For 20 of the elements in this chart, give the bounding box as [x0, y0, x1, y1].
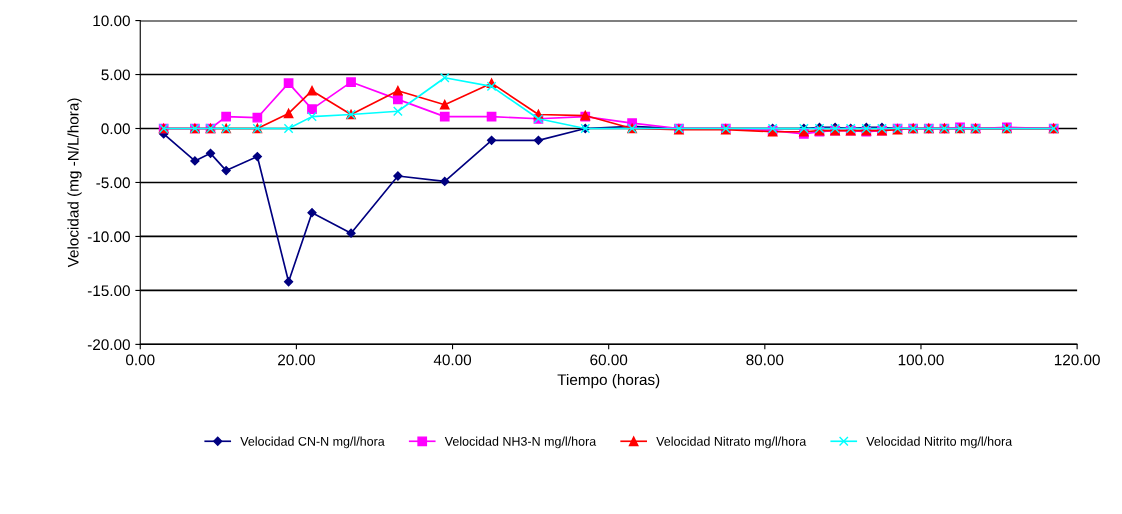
y-tick-label: 5.00 [101, 69, 130, 81]
y-tick-label: -20.00 [87, 339, 130, 351]
y-tick-label: 10.00 [93, 15, 130, 27]
x-tick-label: 0.00 [125, 354, 155, 366]
y-tick-label: -5.00 [96, 177, 130, 189]
x-tick-label: 40.00 [433, 354, 472, 366]
legend-label: Velocidad Nitrato mg/l/hora [656, 436, 807, 449]
y-tick-label: -15.00 [87, 285, 130, 297]
x-tick-label: 80.00 [746, 354, 784, 366]
y-tick-label: 0.00 [101, 123, 130, 135]
x-tick-label: 100.00 [898, 354, 944, 366]
legend-label: Velocidad NH3-N mg/l/hora [444, 436, 597, 449]
y-axis-title: Velocidad (mg -N/L/hora) [67, 98, 82, 268]
y-tick-label: -10.00 [87, 231, 130, 243]
legend-label: Velocidad CN-N mg/l/hora [240, 436, 385, 449]
x-tick-label: 60.00 [590, 354, 628, 366]
legend-label: Velocidad Nitrito mg/l/hora [866, 436, 1013, 449]
x-tick-label: 20.00 [278, 354, 315, 366]
x-tick-label: 120.00 [1054, 354, 1100, 366]
x-axis-title: Tiempo (horas) [557, 373, 660, 389]
